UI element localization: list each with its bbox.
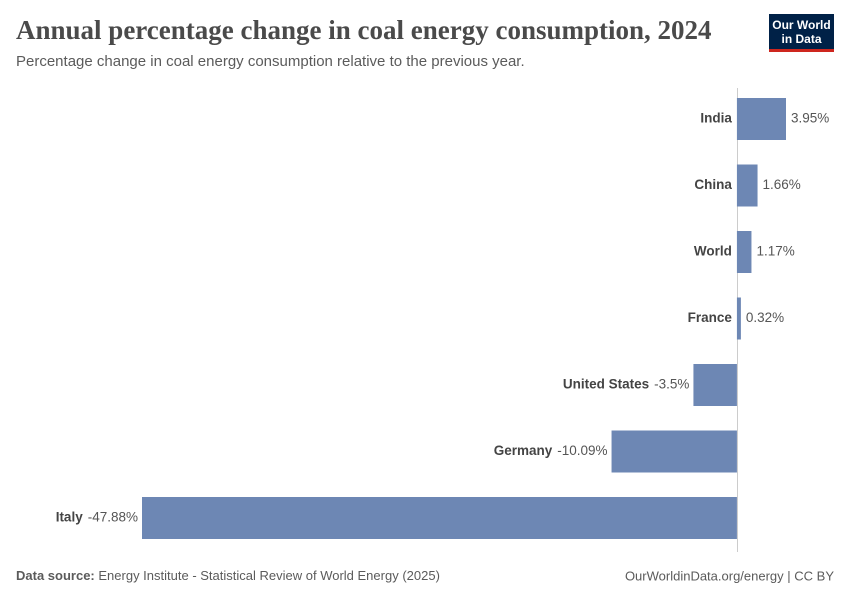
source-note: Data source: Energy Institute - Statisti… <box>16 568 440 583</box>
category-label: France <box>688 310 733 325</box>
value-label: 1.66% <box>763 177 801 192</box>
chart-subtitle: Percentage change in coal energy consump… <box>16 53 525 70</box>
source-text: Energy Institute - Statistical Review of… <box>98 568 440 583</box>
logo[interactable]: Our World in Data <box>769 14 834 52</box>
category-label: Italy <box>56 510 84 525</box>
source-label: Data source: <box>16 568 95 583</box>
bar <box>142 497 737 539</box>
category-label: India <box>700 111 732 126</box>
credit[interactable]: OurWorldinData.org/energy | CC BY <box>625 568 834 583</box>
chart-title: Annual percentage change in coal energy … <box>16 15 712 45</box>
category-label: World <box>694 244 732 259</box>
logo-box[interactable] <box>769 14 834 50</box>
bar <box>736 164 758 207</box>
value-label: 1.17% <box>756 244 794 259</box>
value-label: 3.95% <box>791 111 829 126</box>
bar <box>693 364 737 406</box>
bar <box>736 297 741 340</box>
value-label: -47.88% <box>88 510 138 525</box>
bar <box>736 231 752 273</box>
logo-stripe <box>769 49 834 52</box>
category-label: China <box>694 177 732 192</box>
category-label: Germany <box>494 443 553 458</box>
value-label: 0.32% <box>746 310 784 325</box>
category-label: United States <box>563 377 649 392</box>
bar <box>736 98 786 140</box>
value-label: -10.09% <box>557 443 607 458</box>
logo-text: Our World <box>772 18 830 32</box>
bar <box>611 430 737 473</box>
value-label: -3.5% <box>654 377 689 392</box>
logo-text: in Data <box>781 32 821 46</box>
